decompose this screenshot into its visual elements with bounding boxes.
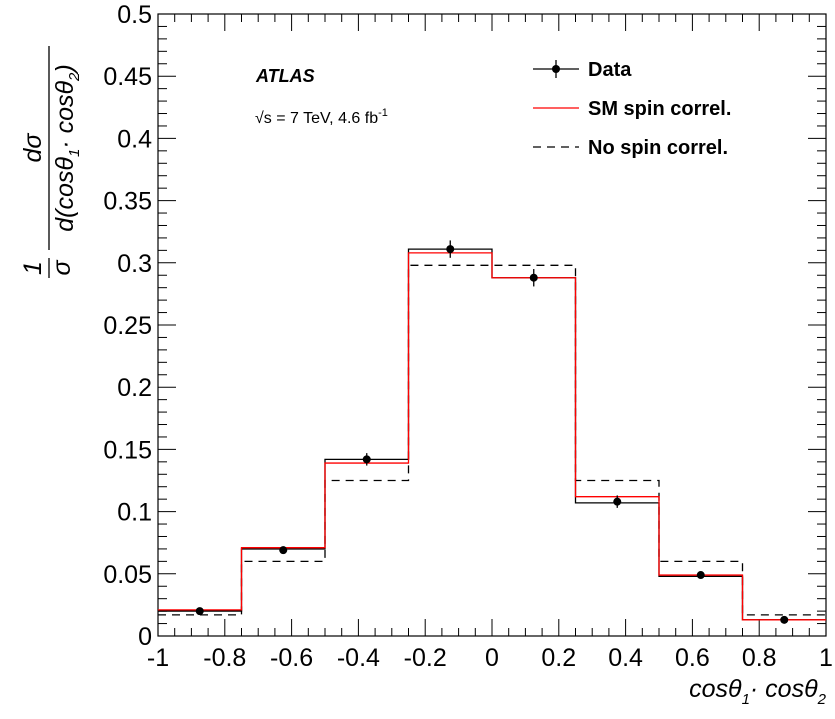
data-point — [363, 455, 371, 463]
data-point — [613, 498, 621, 506]
y-axis-title-denominator: d(cosθ1· cosθ2) — [51, 64, 83, 231]
y-tick-label: 0.45 — [103, 63, 152, 91]
y-axis-dot: · cosθ — [51, 81, 79, 149]
y-tick-label: 0.3 — [117, 250, 152, 278]
data-point — [196, 607, 204, 615]
energy-label-superscript: -1 — [378, 107, 388, 119]
y-tick-label: 0 — [138, 623, 152, 651]
y-tick-label: 0.15 — [103, 436, 152, 464]
series-data-histogram — [158, 249, 826, 620]
x-tick-label: 0.8 — [742, 644, 777, 672]
y-tick-label: 0.05 — [103, 561, 152, 589]
experiment-label: ATLAS — [255, 66, 315, 86]
data-point — [446, 245, 454, 253]
x-tick-label: -0.6 — [270, 644, 313, 672]
data-point — [279, 546, 287, 554]
y-tick-label: 0.25 — [103, 312, 152, 340]
x-axis-theta1: θ — [728, 675, 742, 703]
series-sm-spin-correl — [158, 253, 826, 620]
y-axis-title-one: 1 — [19, 261, 47, 275]
y-axis-title-dsigma: dσ — [19, 133, 47, 163]
x-axis-sub1: 1 — [742, 691, 750, 708]
series-no-spin-correl — [158, 265, 826, 615]
legend-data-marker — [552, 65, 560, 73]
x-tick-label: 0.6 — [675, 644, 710, 672]
legend: Data SM spin correl. No spin correl. — [533, 59, 731, 159]
y-axis-title: 1 σ dσ d(cosθ1· cosθ2) — [19, 46, 83, 278]
x-tick-label: -0.8 — [203, 644, 246, 672]
x-tick-label: 0 — [485, 644, 499, 672]
legend-label-nospin: No spin correl. — [588, 137, 728, 159]
x-axis-title: cosθ1· cosθ2 — [689, 675, 827, 708]
legend-label-data: Data — [588, 59, 632, 81]
x-tick-label: -0.4 — [337, 644, 380, 672]
x-axis-dot: · cos — [750, 675, 804, 703]
x-tick-label: 1 — [819, 644, 833, 672]
x-axis-theta2: θ — [804, 675, 818, 703]
y-axis-title-sigma: σ — [48, 260, 76, 276]
legend-label-sm: SM spin correl. — [588, 98, 731, 120]
x-axis-sub2: 2 — [817, 691, 827, 708]
x-tick-label: -0.2 — [404, 644, 447, 672]
y-tick-label: 0.1 — [117, 499, 152, 527]
y-axis-sub1: 1 — [66, 149, 83, 157]
series-layer — [158, 240, 826, 623]
x-tick-label: 0.2 — [541, 644, 576, 672]
data-point — [697, 571, 705, 579]
y-tick-label: 0.4 — [117, 125, 152, 153]
y-tick-label: 0.2 — [117, 374, 152, 402]
x-tick-label: 0.4 — [608, 644, 643, 672]
y-tick-label: 0.35 — [103, 188, 152, 216]
data-point — [780, 616, 788, 624]
energy-label: √s = 7 TeV, 4.6 fb-1 — [255, 107, 388, 127]
energy-label-text: √s = 7 TeV, 4.6 fb — [255, 110, 378, 127]
y-tick-label: 0.5 — [117, 1, 152, 29]
data-point — [530, 274, 538, 282]
